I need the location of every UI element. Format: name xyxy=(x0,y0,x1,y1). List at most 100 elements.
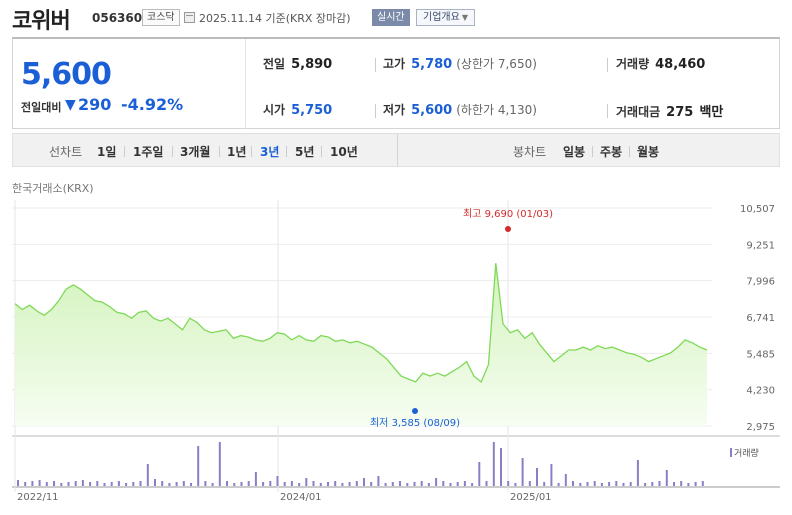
divider xyxy=(321,146,322,157)
volume-bar xyxy=(644,483,647,486)
period-1w[interactable]: 1주일 xyxy=(133,145,164,159)
volume-bar xyxy=(96,481,99,486)
volume-bar xyxy=(262,482,265,486)
volume-bar xyxy=(67,482,70,486)
volume-bar xyxy=(139,481,142,486)
volume-bar xyxy=(622,483,625,486)
volume-bar xyxy=(125,483,128,486)
volume-bar xyxy=(355,481,358,486)
calendar-icon xyxy=(184,12,195,23)
stock-code: 056360 xyxy=(92,11,143,25)
high-marker xyxy=(505,226,511,232)
stat-low: 저가 5,600 (하한가 4,130) xyxy=(383,103,537,118)
stat-prev-close: 전일 5,890 xyxy=(263,57,333,72)
volume-bar xyxy=(377,476,380,486)
y-tick-label: 6,741 xyxy=(746,313,775,324)
volume-bar xyxy=(175,482,178,486)
volume-bar xyxy=(363,478,365,486)
chevron-down-icon: ▼ xyxy=(461,13,468,22)
volume-bar xyxy=(254,472,257,486)
candle-weekly[interactable]: 주봉 xyxy=(600,145,623,159)
volume-bar xyxy=(190,483,192,486)
volume-bar xyxy=(500,448,502,486)
volume-bar xyxy=(197,446,200,486)
volume-bar xyxy=(557,483,560,486)
volume-bar xyxy=(204,481,207,486)
low-annotation: 최저 3,585 (08/09) xyxy=(370,417,460,429)
y-tick-label: 5,485 xyxy=(746,349,775,360)
divider xyxy=(375,58,376,72)
divider xyxy=(286,146,287,157)
volume-bar xyxy=(449,483,452,486)
volume-bar xyxy=(615,481,618,486)
stat-high: 고가 5,780 (상한가 7,650) xyxy=(383,57,537,72)
candle-daily[interactable]: 일봉 xyxy=(563,145,586,159)
volume-bar xyxy=(312,481,315,486)
stat-volume: 거래량 48,460 xyxy=(616,57,706,72)
volume-bar xyxy=(427,483,430,486)
divider xyxy=(172,146,173,157)
volume-bar xyxy=(60,483,63,486)
stock-header: 코위버 056360 코스닥 2025.11.14 기준(KRX 장마감) 실시… xyxy=(0,0,792,36)
company-info-dropdown[interactable]: 기업개요 ▼ xyxy=(416,9,475,26)
volume-bar xyxy=(81,480,84,486)
x-tick-label: 2025/01 xyxy=(510,492,552,503)
volume-bar xyxy=(154,479,156,486)
x-tick-label: 2024/01 xyxy=(280,492,322,503)
change-label: 전일대비 xyxy=(21,101,62,114)
volume-bar xyxy=(478,462,481,486)
realtime-button[interactable]: 실시간 xyxy=(372,9,410,26)
volume-bar xyxy=(276,476,279,486)
volume-bar xyxy=(550,464,553,486)
divider xyxy=(629,146,630,157)
volume-bar xyxy=(53,481,55,486)
period-10y[interactable]: 10년 xyxy=(330,145,358,159)
volume-bar xyxy=(31,481,34,486)
volume-bar xyxy=(290,481,293,486)
volume-bar xyxy=(45,482,48,486)
period-5y[interactable]: 5년 xyxy=(295,145,315,159)
period-3m[interactable]: 3개월 xyxy=(180,145,211,159)
volume-bar xyxy=(218,442,221,486)
volume-bar xyxy=(636,460,639,486)
volume-bar xyxy=(110,482,113,486)
stock-name: 코위버 xyxy=(12,9,71,34)
volume-bar xyxy=(161,481,164,486)
volume-bar xyxy=(665,470,668,486)
volume-bar xyxy=(370,482,373,486)
volume-bar xyxy=(391,482,394,486)
divider xyxy=(124,146,125,157)
volume-legend: 거래량 xyxy=(730,446,759,459)
down-arrow-icon: ▼ xyxy=(65,97,76,113)
volume-bar xyxy=(463,481,466,486)
price-change-pct: -4.92% xyxy=(121,95,184,114)
candle-monthly[interactable]: 월봉 xyxy=(637,145,660,159)
volume-bar xyxy=(89,482,92,486)
period-selector: 선차트 1일 1주일 3개월 1년 3년 5년 10년 봉차트 일봉 주봉 월봉 xyxy=(12,133,780,167)
y-tick-label: 10,507 xyxy=(740,204,775,215)
volume-bar xyxy=(319,483,322,486)
volume-bar xyxy=(334,481,337,486)
volume-bar xyxy=(420,481,423,486)
divider xyxy=(251,146,252,157)
volume-bar xyxy=(348,482,351,486)
volume-bar xyxy=(211,483,214,486)
volume-bar xyxy=(521,458,524,486)
volume-bar xyxy=(233,483,236,486)
period-1d[interactable]: 1일 xyxy=(97,145,117,159)
volume-bar xyxy=(24,482,27,486)
volume-bar xyxy=(182,481,185,486)
volume-bar xyxy=(543,482,546,486)
price-change: 290 xyxy=(78,95,112,114)
candle-chart-label: 봉차트 xyxy=(513,145,547,159)
period-1y[interactable]: 1년 xyxy=(227,145,247,159)
volume-bar xyxy=(471,483,474,486)
period-3y[interactable]: 3년 xyxy=(260,145,280,159)
current-price: 5,600 xyxy=(21,57,112,92)
y-tick-label: 9,251 xyxy=(746,240,775,251)
volume-bar xyxy=(514,483,517,486)
line-chart-label: 선차트 xyxy=(49,145,83,159)
volume-bar xyxy=(579,483,582,486)
volume-bar xyxy=(327,482,329,486)
